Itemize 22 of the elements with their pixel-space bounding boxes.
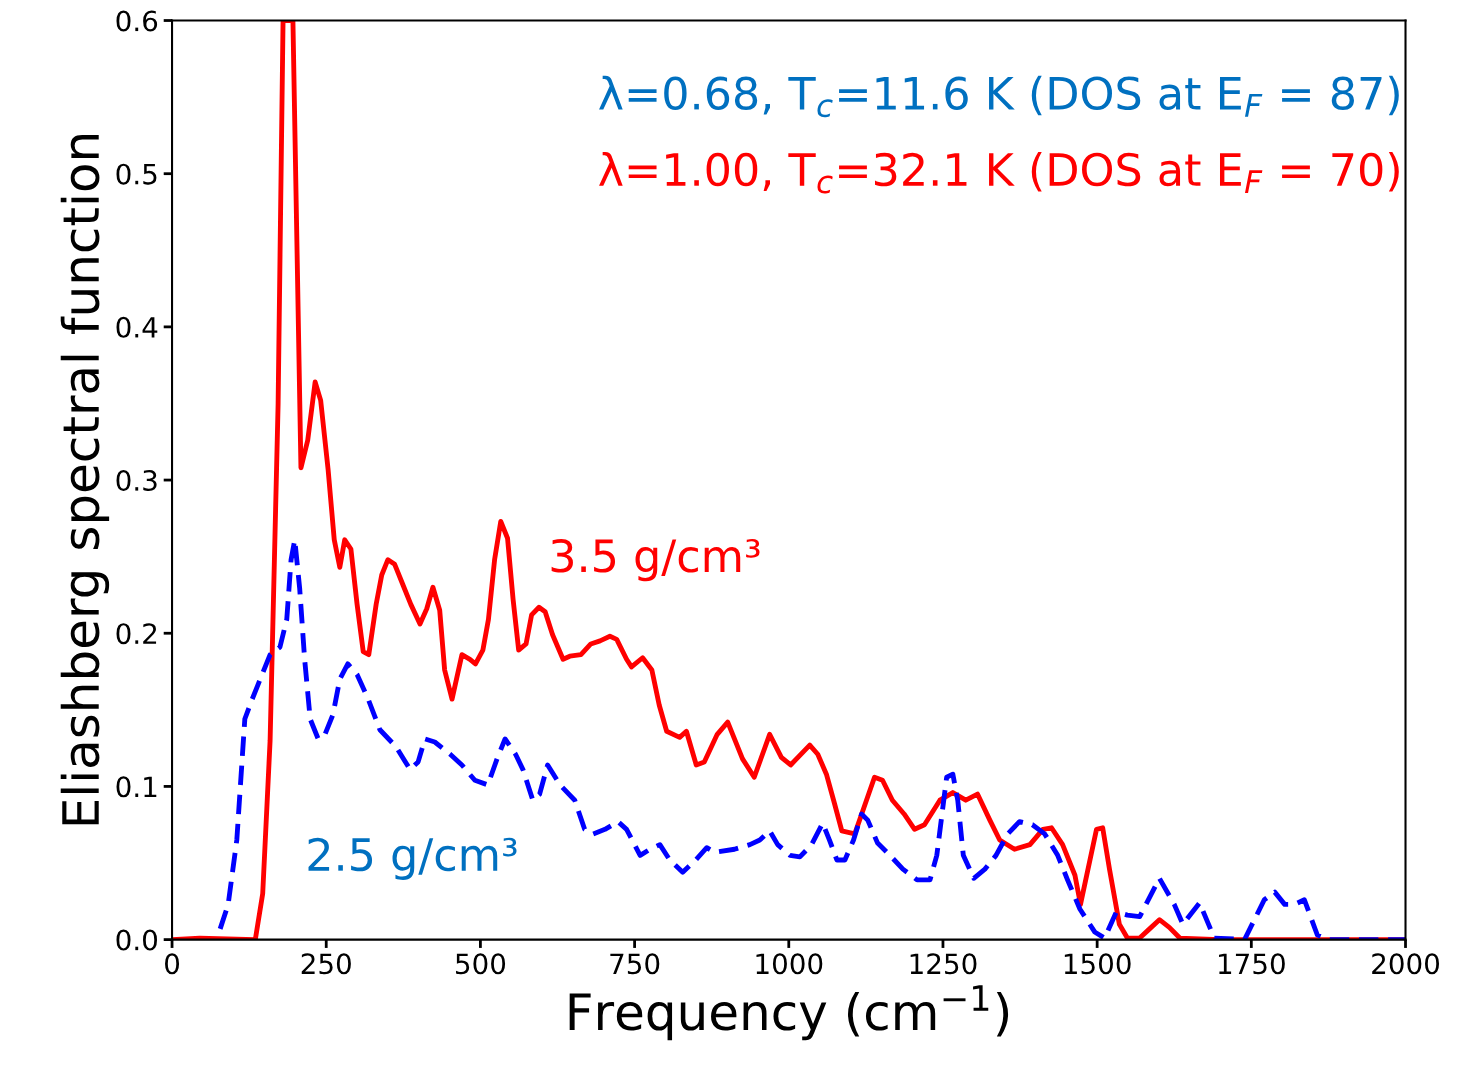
x-tick-label: 500	[456, 953, 506, 975]
series-label: 3.5 g/cm³	[551, 538, 760, 582]
annotation: λ=1.00, T$_{c}$=32.1 K (DOS at E$_{F}$ = 70)	[599, 151, 1399, 194]
x-tick-label: 250	[301, 953, 351, 975]
x-tick-label: 0	[165, 953, 180, 975]
y-tick-label: 0.1	[116, 776, 157, 798]
series-label: 2.5 g/cm³	[308, 837, 517, 880]
y-tick-label: 0.3	[116, 470, 157, 492]
x-axis-title: Frequency (cm$^{−1}$)	[569, 985, 1009, 1041]
x-tick-label: 1750	[1219, 953, 1285, 975]
y-tick-label: 0.2	[116, 623, 157, 645]
y-tick-label: 0.4	[116, 316, 158, 338]
x-tick-label: 1000	[756, 953, 823, 975]
y-tick-label: 0.0	[116, 929, 158, 951]
y-tick-label: 0.5	[116, 163, 157, 185]
annotation: λ=0.68, T$_{c}$=11.6 K (DOS at E$_{F}$ = 87)	[599, 75, 1399, 118]
x-tick-label: 750	[610, 953, 660, 975]
y-tick-label: 0.6	[116, 10, 158, 32]
x-tick-label: 2000	[1372, 953, 1440, 975]
x-tick-label: 1250	[910, 953, 977, 975]
y-axis-title: Eliashberg spectral function	[60, 135, 110, 825]
x-tick-label: 1500	[1064, 953, 1131, 975]
